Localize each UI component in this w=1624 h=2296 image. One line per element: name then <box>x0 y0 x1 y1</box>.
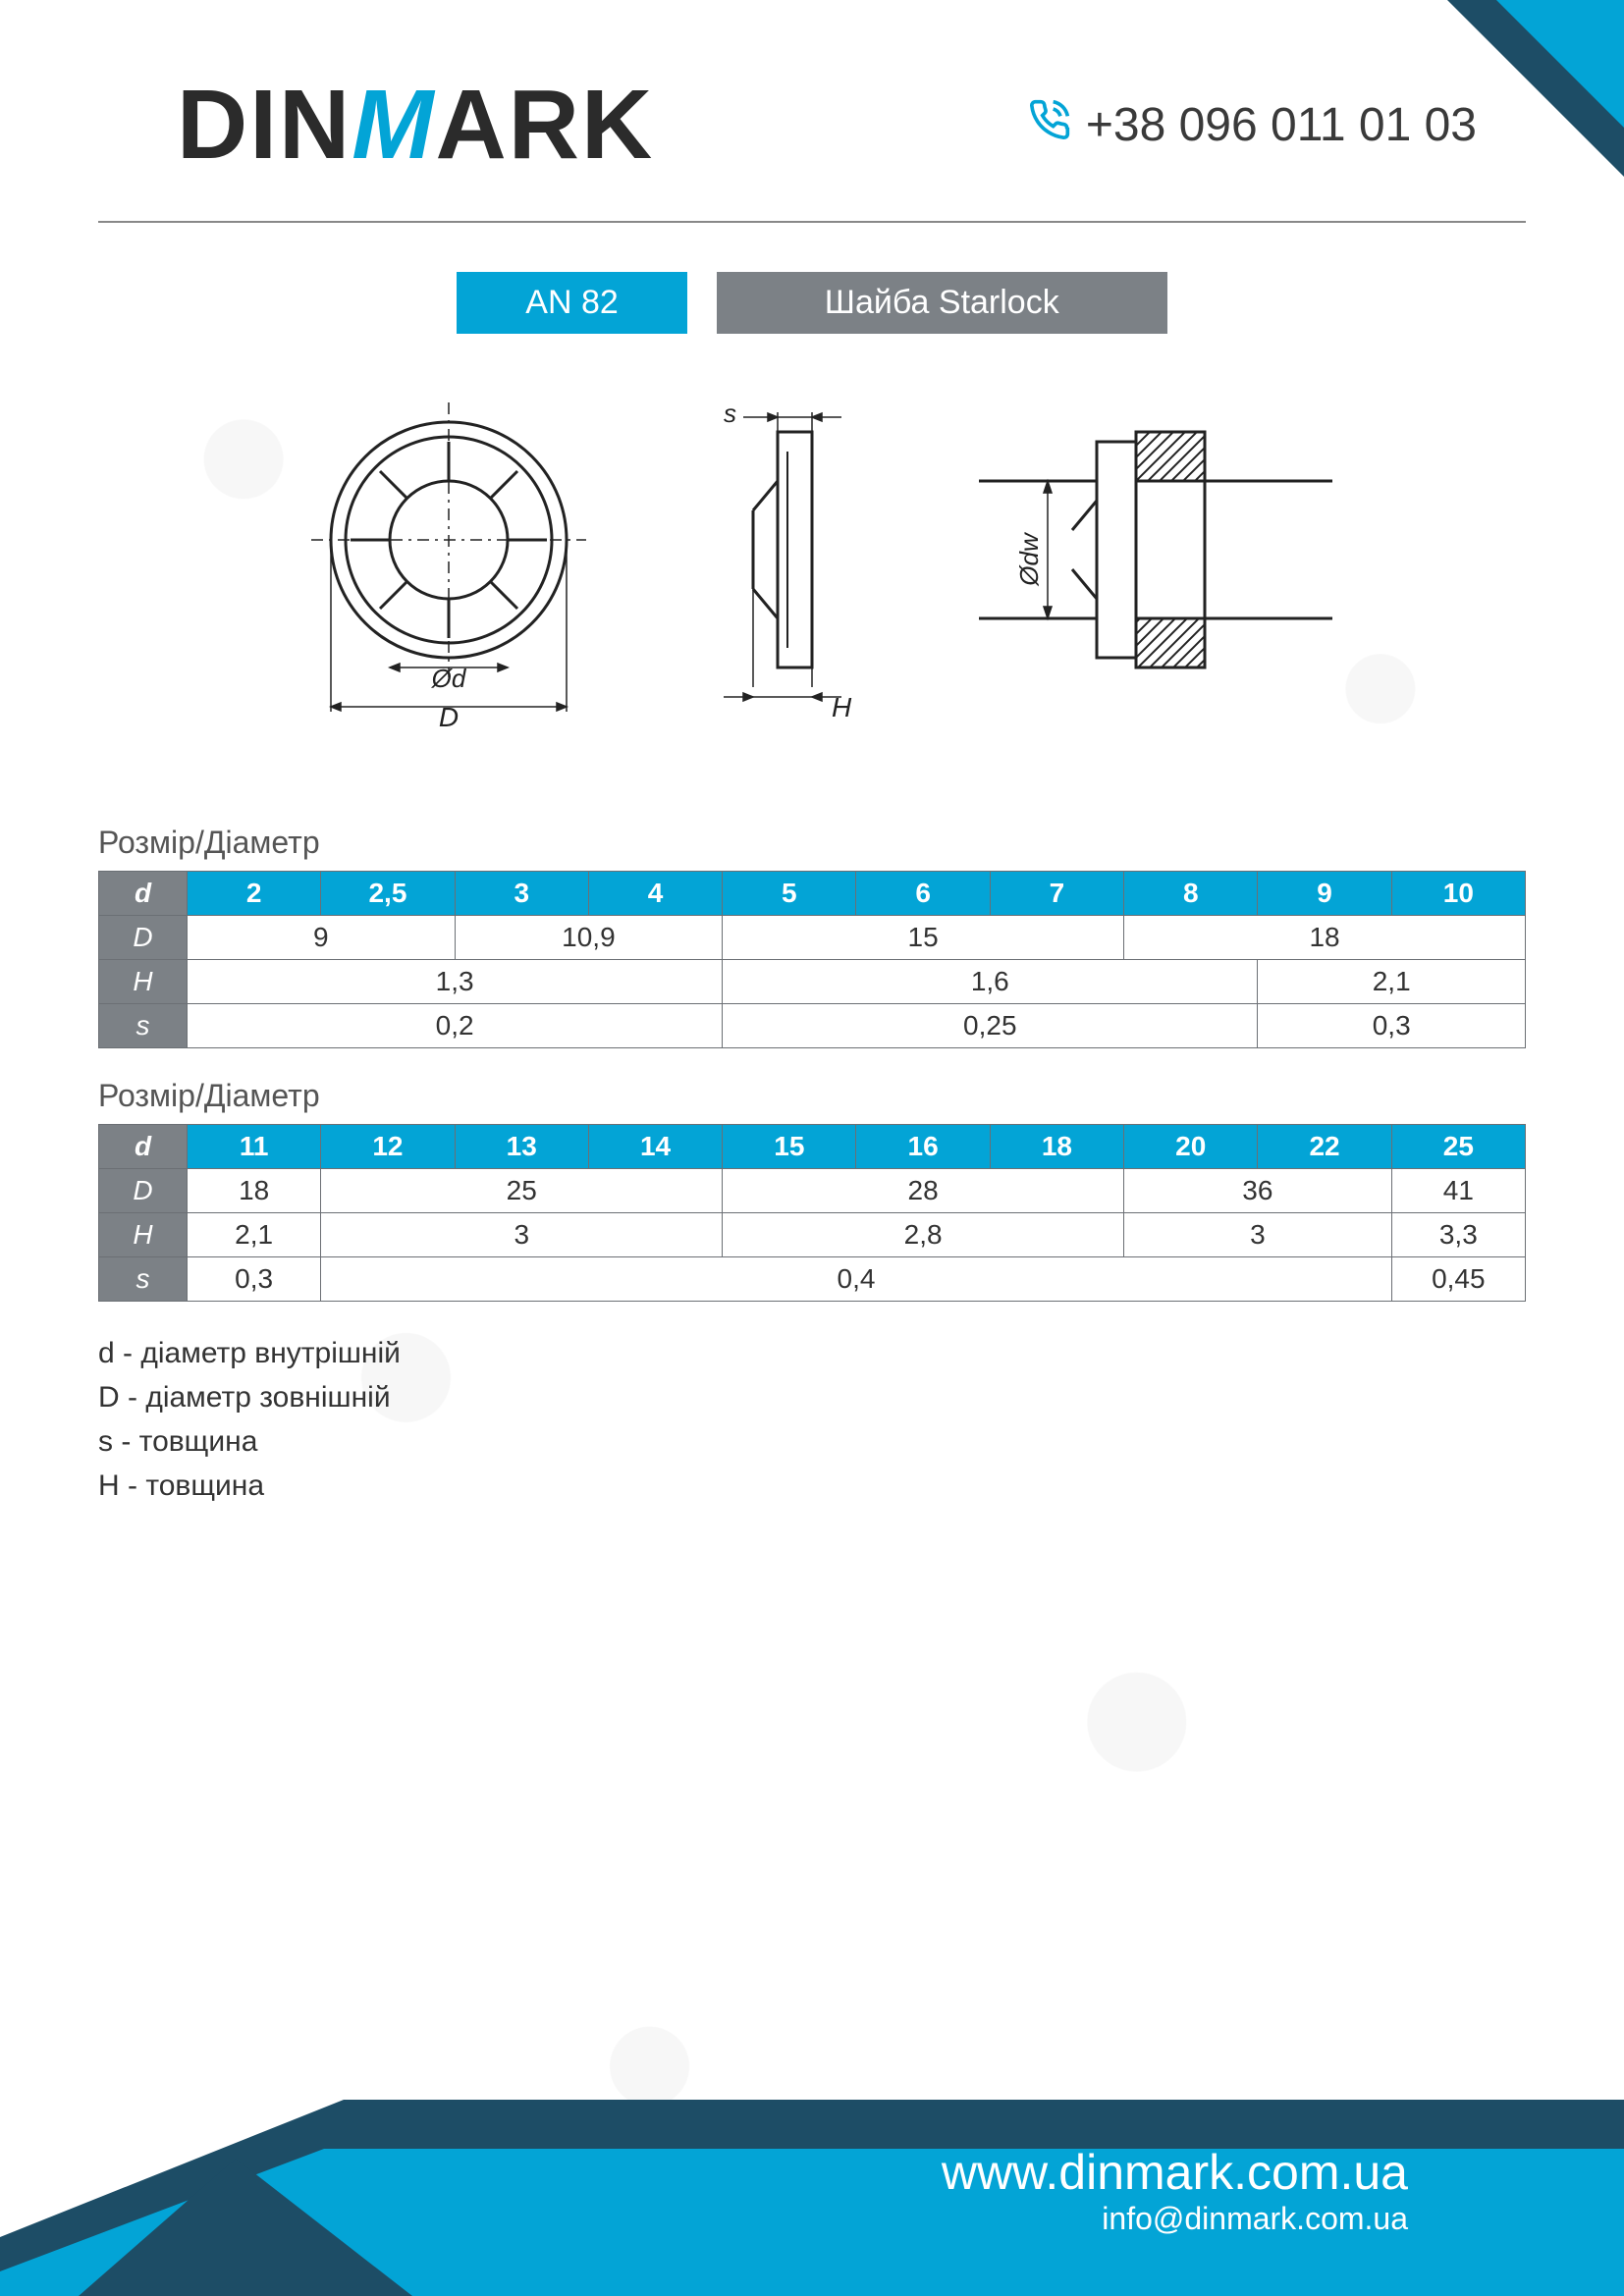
cell: 0,3 <box>1258 1004 1526 1048</box>
cell: 18 <box>1124 916 1526 960</box>
col-header: 9 <box>1258 872 1391 916</box>
diagram-section-view: Ødw <box>979 402 1332 717</box>
label-inner-d: Ød <box>431 664 467 693</box>
cell: 2,1 <box>1258 960 1526 1004</box>
technical-diagrams: Ød D <box>0 393 1624 726</box>
legend-s: s - товщина <box>98 1419 1526 1464</box>
label-h: H <box>832 692 852 722</box>
label-s: s <box>724 399 736 428</box>
col-header: 13 <box>455 1125 588 1169</box>
title-tabs: AN 82 Шайба Starlock <box>0 272 1624 334</box>
col-header: 10 <box>1391 872 1525 916</box>
col-header: 2,5 <box>321 872 455 916</box>
cell: 2,8 <box>723 1213 1124 1257</box>
cell: 3,3 <box>1391 1213 1525 1257</box>
cell: 0,45 <box>1391 1257 1525 1302</box>
cell: 9 <box>188 916 456 960</box>
col-header: 7 <box>990 872 1123 916</box>
legend-big-d: D - діаметр зовнішній <box>98 1375 1526 1419</box>
product-code-tab: AN 82 <box>457 272 687 334</box>
legend-h: H - товщина <box>98 1464 1526 1508</box>
col-header: 12 <box>321 1125 455 1169</box>
table2-title: Розмір/Діаметр <box>98 1078 1624 1114</box>
header-divider <box>98 221 1526 223</box>
spec-table-2: d11121314151618202225D1825283641H2,132,8… <box>98 1124 1526 1302</box>
cell: 0,3 <box>188 1257 321 1302</box>
cell: 41 <box>1391 1169 1525 1213</box>
col-header: 2 <box>188 872 321 916</box>
spec-table-1: d22,5345678910D910,91518H1,31,62,1s0,20,… <box>98 871 1526 1048</box>
col-header: 3 <box>455 872 588 916</box>
cell: 2,1 <box>188 1213 321 1257</box>
cell: 3 <box>321 1213 723 1257</box>
logo: DINMARK <box>177 69 654 182</box>
footer-email: info@dinmark.com.ua <box>942 2201 1408 2237</box>
phone: +38 096 011 01 03 <box>1028 98 1477 152</box>
diagram-front-view: Ød D <box>292 393 606 726</box>
legend-d: d - діаметр внутрішній <box>98 1331 1526 1375</box>
col-header: 5 <box>723 872 856 916</box>
col-header: 11 <box>188 1125 321 1169</box>
logo-accent: M <box>352 70 435 180</box>
col-header: 25 <box>1391 1125 1525 1169</box>
cell: 1,6 <box>723 960 1258 1004</box>
col-header: 16 <box>856 1125 990 1169</box>
cell: 28 <box>723 1169 1124 1213</box>
cell: 0,25 <box>723 1004 1258 1048</box>
cell: 36 <box>1124 1169 1392 1213</box>
corner-decoration <box>1447 0 1624 177</box>
label-big-d: D <box>439 702 459 726</box>
cell: 10,9 <box>455 916 723 960</box>
logo-part2: ARK <box>436 70 655 180</box>
cell: 25 <box>321 1169 723 1213</box>
col-header: 14 <box>588 1125 722 1169</box>
cell: 0,4 <box>321 1257 1391 1302</box>
col-header: 22 <box>1258 1125 1391 1169</box>
table1-title: Розмір/Діаметр <box>98 825 1624 861</box>
phone-number: +38 096 011 01 03 <box>1086 98 1477 152</box>
cell: 15 <box>723 916 1124 960</box>
col-header: 4 <box>588 872 722 916</box>
col-header: 15 <box>723 1125 856 1169</box>
diagram-side-view: s H <box>684 393 900 726</box>
col-header: 18 <box>990 1125 1123 1169</box>
col-header: 8 <box>1124 872 1258 916</box>
cell: 0,2 <box>188 1004 723 1048</box>
legend: d - діаметр внутрішній D - діаметр зовні… <box>98 1331 1526 1508</box>
footer: www.dinmark.com.ua info@dinmark.com.ua <box>0 2041 1624 2296</box>
product-name-tab: Шайба Starlock <box>717 272 1167 334</box>
col-header: 6 <box>856 872 990 916</box>
col-header: 20 <box>1124 1125 1258 1169</box>
logo-part1: DIN <box>177 70 352 180</box>
cell: 1,3 <box>188 960 723 1004</box>
footer-text: www.dinmark.com.ua info@dinmark.com.ua <box>942 2144 1408 2237</box>
cell: 3 <box>1124 1213 1392 1257</box>
cell: 18 <box>188 1169 321 1213</box>
label-dw: Ødw <box>1014 531 1044 587</box>
footer-url: www.dinmark.com.ua <box>942 2144 1408 2201</box>
phone-icon <box>1028 98 1071 152</box>
header: DINMARK +38 096 011 01 03 <box>0 0 1624 221</box>
